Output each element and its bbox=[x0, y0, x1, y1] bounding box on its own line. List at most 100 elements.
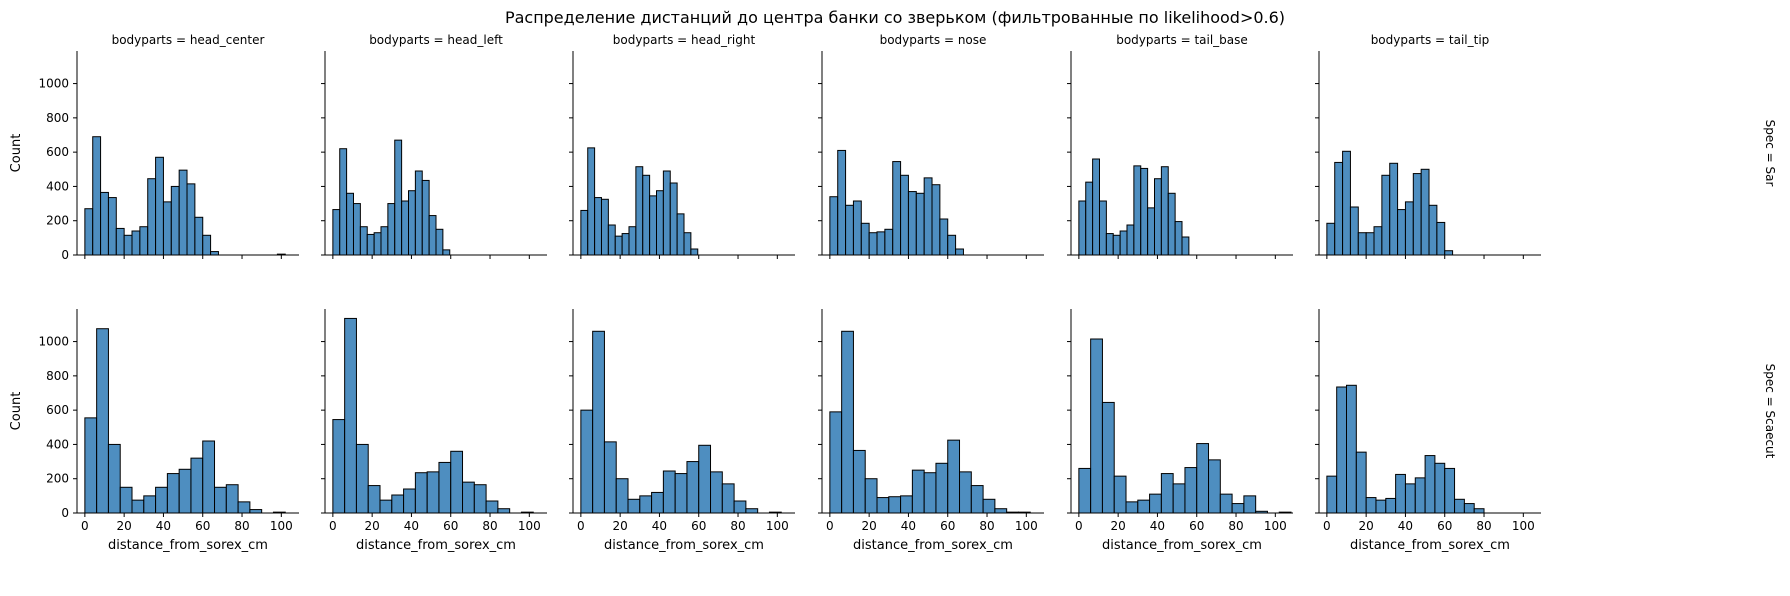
chart-title: Распределение дистанций до центра банки … bbox=[505, 8, 1285, 27]
histogram-bar bbox=[1119, 230, 1128, 256]
x-axis-label: distance_from_sorex_cm bbox=[853, 538, 1013, 553]
x-axis-label: distance_from_sorex_cm bbox=[356, 538, 516, 553]
histogram-bar bbox=[1154, 178, 1162, 256]
histogram-bar bbox=[1101, 401, 1115, 514]
x-tick-label: 80 bbox=[979, 519, 994, 533]
histogram-bar bbox=[1231, 503, 1245, 514]
histogram-bar bbox=[1397, 209, 1406, 256]
histogram-bar bbox=[359, 226, 368, 256]
histogram-bar bbox=[473, 484, 487, 514]
x-tick-label: 100 bbox=[1512, 519, 1535, 533]
histogram-bar bbox=[1436, 221, 1446, 256]
histogram-bar bbox=[876, 231, 886, 256]
histogram-bar bbox=[994, 508, 1008, 514]
panel-0-4: bodyparts = tail_base bbox=[1067, 33, 1293, 259]
histogram-bar bbox=[635, 166, 644, 256]
histogram-bar bbox=[587, 147, 596, 256]
x-tick-label: 20 bbox=[862, 519, 877, 533]
histogram-bar bbox=[1160, 473, 1174, 514]
histogram-bar bbox=[346, 192, 354, 256]
histogram-bar bbox=[497, 508, 511, 514]
panel-0-5: bodyparts = tail_tip Spec = Sar bbox=[1315, 33, 1777, 259]
histogram-bar bbox=[1137, 499, 1151, 514]
histogram-bar bbox=[931, 184, 941, 256]
x-axis-label: distance_from_sorex_cm bbox=[604, 538, 764, 553]
histogram-bar bbox=[580, 409, 594, 514]
histogram-bar bbox=[339, 148, 348, 256]
x-tick-label: 100 bbox=[518, 519, 541, 533]
histogram-bar bbox=[669, 182, 678, 256]
histogram-bar bbox=[1336, 386, 1348, 514]
x-tick-label: 0 bbox=[329, 519, 337, 533]
histogram-bar bbox=[170, 185, 180, 256]
histogram-bar bbox=[186, 183, 196, 256]
histogram-bar bbox=[1346, 384, 1357, 514]
histogram-bar bbox=[1243, 495, 1257, 514]
y-tick-label: 600 bbox=[46, 403, 69, 417]
histogram-bar bbox=[84, 417, 98, 514]
histogram-bar bbox=[355, 443, 369, 514]
histogram-bar bbox=[1113, 475, 1127, 514]
histogram-bar bbox=[131, 499, 145, 514]
panel-0-2: bodyparts = head_right bbox=[569, 33, 795, 259]
histogram-bar bbox=[1092, 158, 1100, 256]
histogram-bar bbox=[829, 411, 843, 514]
histogram-bar bbox=[107, 197, 117, 256]
histogram-bar bbox=[829, 196, 839, 256]
y-tick-label: 400 bbox=[46, 179, 69, 193]
histogram-bar bbox=[403, 488, 416, 514]
histogram-bar bbox=[1140, 167, 1149, 256]
histogram-bar bbox=[107, 443, 121, 514]
histogram-bar bbox=[1149, 493, 1162, 514]
histogram-bar bbox=[911, 469, 925, 514]
histogram-bar bbox=[1078, 467, 1092, 514]
y-tick-label: 0 bbox=[61, 506, 69, 520]
histogram-bar bbox=[627, 498, 641, 514]
histogram-bar bbox=[721, 483, 735, 514]
histogram-bar bbox=[892, 161, 902, 256]
histogram-bar bbox=[837, 149, 847, 256]
x-tick-label: 60 bbox=[940, 519, 955, 533]
histogram-bar bbox=[214, 486, 227, 514]
histogram-bar bbox=[915, 192, 925, 256]
histogram-bar bbox=[674, 473, 688, 514]
histogram-bar bbox=[683, 232, 692, 256]
x-tick-label: 0 bbox=[577, 519, 585, 533]
histogram-bar bbox=[1105, 233, 1114, 256]
histogram-bar bbox=[421, 179, 430, 256]
histogram-bar bbox=[373, 232, 382, 256]
facet-column-title: bodyparts = head_center bbox=[112, 33, 265, 47]
y-tick-label: 0 bbox=[61, 248, 69, 262]
histogram-bar bbox=[947, 439, 961, 514]
histogram-bar bbox=[1473, 508, 1485, 514]
histogram-bar bbox=[1365, 497, 1377, 514]
histogram-bar bbox=[868, 232, 878, 256]
histogram-bar bbox=[649, 195, 657, 256]
y-tick-label: 600 bbox=[46, 145, 69, 159]
histogram-bar bbox=[202, 440, 216, 514]
histogram-bar bbox=[1463, 503, 1475, 514]
histogram-bar bbox=[656, 190, 664, 256]
histogram-bar bbox=[1357, 232, 1367, 256]
histogram-bar bbox=[1381, 174, 1391, 256]
histogram-bar bbox=[210, 251, 219, 256]
histogram-bar bbox=[438, 461, 452, 514]
histogram-bar bbox=[939, 218, 949, 256]
x-tick-label: 40 bbox=[404, 519, 419, 533]
histogram-bar bbox=[249, 509, 263, 514]
histogram-bar bbox=[594, 197, 602, 256]
x-tick-label: 60 bbox=[691, 519, 706, 533]
histogram-bar bbox=[391, 494, 405, 514]
histogram-bar bbox=[864, 478, 878, 514]
histogram-bar bbox=[194, 216, 204, 256]
histogram-bar bbox=[155, 486, 168, 514]
histogram-bar bbox=[367, 485, 381, 514]
histogram-bar bbox=[628, 226, 637, 256]
y-tick-label: 200 bbox=[46, 472, 69, 486]
histogram-bar bbox=[1196, 443, 1210, 514]
histogram-bar bbox=[1385, 497, 1397, 514]
